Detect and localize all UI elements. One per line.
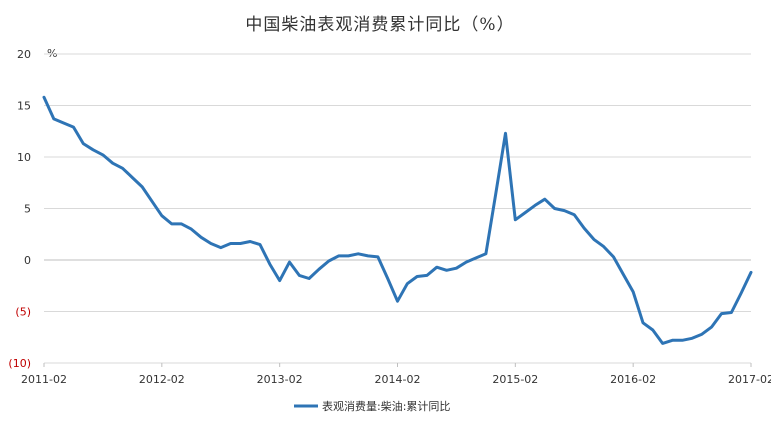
legend-label: 表观消费量:柴油:累计同比 [322,399,450,413]
gridlines [44,53,751,364]
x-tick-label: 2011-02 [21,373,67,386]
y-tick-label: 5 [24,203,31,216]
x-tick-label: 2014-02 [375,373,421,386]
y-tick-label: 10 [17,151,31,164]
chart-title: 中国柴油表观消费累计同比（%） [245,15,514,35]
x-tick-label: 2017-02 [728,373,771,386]
y-tick-label: 20 [17,48,31,61]
x-tick-label: 2012-02 [139,373,185,386]
x-tick-label: 2015-02 [492,373,538,386]
series-layer [42,95,753,345]
y-tick-label: 0 [24,254,31,267]
y-tick-label: (10) [8,357,31,370]
y-tick-label: 15 [17,100,31,113]
x-tick-label: 2013-02 [257,373,303,386]
legend: 表观消费量:柴油:累计同比 [294,399,450,413]
series-line-diesel-consumption-yoy [42,95,753,345]
y-tick-label: (5) [15,306,31,319]
x-tick-label: 2016-02 [610,373,656,386]
x-axis-ticks: 2011-02 2012-02 2013-02 2014-02 2015-02 2016-… [21,363,771,386]
y-axis-ticks: 20 15 10 5 0 (5) (10) [8,48,31,370]
